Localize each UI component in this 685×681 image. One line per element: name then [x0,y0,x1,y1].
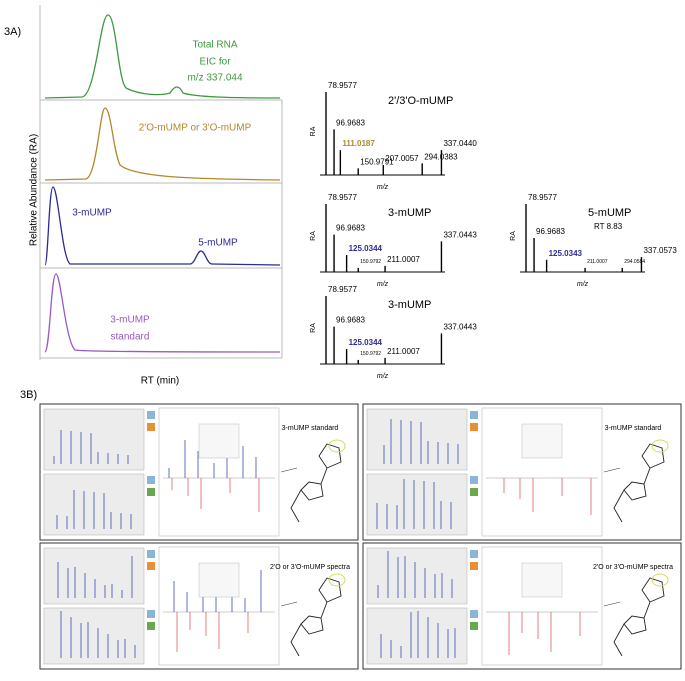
peak-label: 96.9683 [336,224,365,233]
spectrum-pane [367,608,467,664]
spectrum: RA m/z 3-mUMP 78.9577 96.9683 125.0344 150.979… [310,285,478,380]
software-screenshot: 3-mUMP standard [40,404,358,540]
tool-icon [470,411,478,419]
peak-label: 125.0343 [549,249,583,258]
spectrum-pane [367,474,467,535]
x-axis-label: RT (min) [141,376,180,387]
spectrum-pane [44,409,144,470]
x-label: m/z [377,373,389,380]
spectrum-title: 3-mUMP [388,207,431,219]
spectrum-pane [367,409,467,470]
peak-label: 96.9683 [336,316,365,325]
x-label: m/z [577,281,589,288]
peak-label: 78.9577 [328,81,357,90]
spectrum-title: 5-mUMP [588,207,631,219]
trace-label: 3-mUMP [72,208,112,219]
tool-icon [147,411,155,419]
tool-icon [147,550,155,558]
spectrum: RA m/z 5-mUMP RT 8.83 78.9577 96.9683 125.0343… [510,193,678,288]
screen-title: 2'O or 3'O-mUMP spectra [593,564,673,571]
trace-label: 5-mUMP [198,238,238,249]
screen-title: 3-mUMP standard [605,425,662,432]
y-axis-label: Relative Abundance (RA) [29,134,40,246]
peak-label: 211.0007 [387,347,420,356]
peak-label: 78.9577 [528,193,557,202]
tool-icon [147,476,155,484]
peak-label: 337.0440 [443,139,477,148]
peak-label: 207.0057 [385,154,419,163]
peak-label: 125.0344 [349,244,383,253]
tool-icon [147,488,155,496]
tool-icon [147,610,155,618]
y-label: RA [510,231,517,241]
peak-label: 111.0187 [342,139,375,148]
trace-label: standard [111,332,150,343]
figure: 3A) Relative Abundance (RA) RT (min) Tot… [0,0,685,676]
software-screenshot: 2'O or 3'O-mUMP spectra [40,543,358,669]
screen-title: 3-mUMP standard [282,425,339,432]
y-label: RA [310,126,317,136]
structure-inset [199,424,239,458]
software-screenshot: 3-mUMP standard [363,404,681,540]
peak-label: 150.9792 [360,351,381,357]
chromatogram-frames [40,5,282,360]
trace-label: m/z 337.044 [187,73,242,84]
tool-icon [147,622,155,630]
tool-icon [470,488,478,496]
software-screenshot: 2'O or 3'O-mUMP spectra [363,543,681,669]
tool-icon [470,476,478,484]
peak-label: 337.0443 [443,231,477,240]
x-label: m/z [377,184,389,191]
structure-inset [522,563,562,597]
trace-label: Total RNA [192,40,237,51]
tool-icon [470,562,478,570]
trace-label: EIC for [199,57,231,68]
peak-label: 211.0007 [387,255,420,264]
peak-label: 78.9577 [328,285,357,294]
trace-label: 2'O-mUMP or 3'O-mUMP [139,123,252,134]
spectrum-pane [44,608,144,664]
tool-icon [470,610,478,618]
trace-label: 3-mUMP [110,315,150,326]
panel-label: 3B) [20,389,37,401]
peak-label: 337.0443 [443,323,477,332]
peak-label: 211.0007 [587,259,608,265]
tool-icon [147,423,155,431]
screen-title: 2'O or 3'O-mUMP spectra [270,564,350,571]
spectrum-pane [44,548,144,604]
peak-label: 337.0573 [643,246,677,255]
peak-label: 78.9577 [328,193,357,202]
spectrum: RA m/z 3-mUMP 78.9577 96.9683 125.0344 150.979… [310,193,478,288]
structure-inset [522,424,562,458]
spectrum-title: 2'/3'O-mUMP [388,95,453,107]
y-label: RA [310,323,317,333]
tool-icon [470,423,478,431]
x-label: m/z [377,281,389,288]
spectrum-subtitle: RT 8.83 [594,222,623,231]
peak-label: 96.9683 [536,227,565,236]
chromatogram-labels: Total RNA EIC for m/z 337.044 2'O-mUMP o… [72,40,251,343]
peak-label: 150.9792 [360,259,381,265]
spectrum-title: 3-mUMP [388,299,431,311]
panel-label: 3A) [4,26,21,38]
peak-label: 96.9683 [336,118,365,127]
structure-inset [199,563,239,597]
spectrum: RAm/z2'/3'O-mUMP78.957796.9683111.018715… [310,81,478,191]
tool-icon [147,562,155,570]
y-label: RA [310,231,317,241]
peak-label: 125.0344 [349,338,383,347]
tool-icon [470,550,478,558]
tool-icon [470,622,478,630]
